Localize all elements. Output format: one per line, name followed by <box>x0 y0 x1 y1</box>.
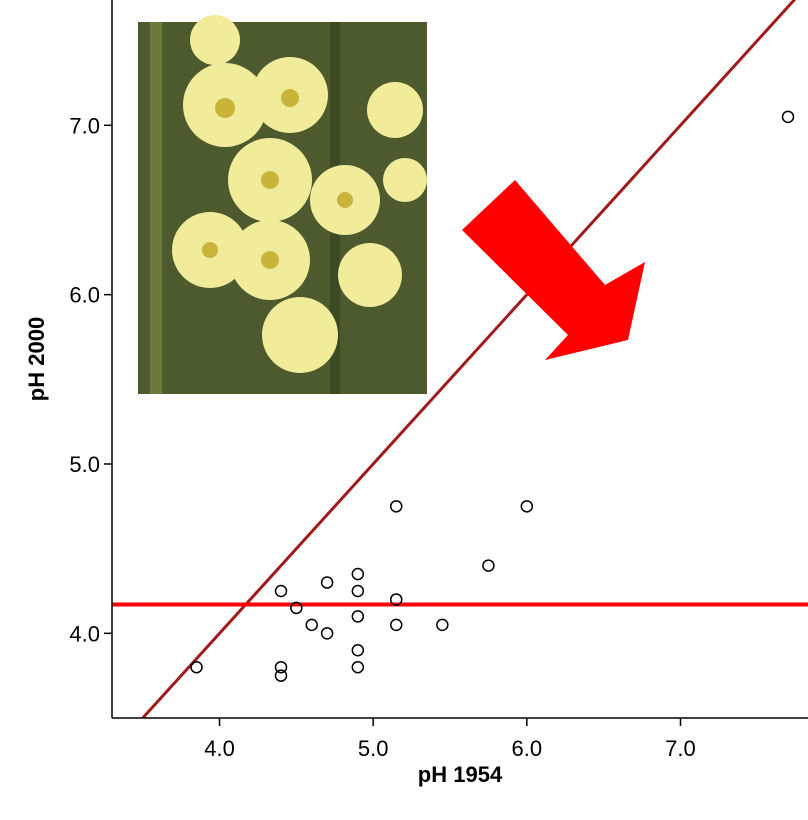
identity-line <box>140 0 797 718</box>
point <box>781 110 795 124</box>
point <box>320 627 334 640</box>
y-tick-label: 7.0 <box>69 113 100 138</box>
arrow <box>462 180 645 360</box>
y-tick-label: 6.0 <box>69 283 100 308</box>
point <box>351 567 365 581</box>
x-tick-label: 5.0 <box>358 736 389 761</box>
photo <box>138 15 427 394</box>
point <box>351 644 365 657</box>
point <box>389 593 403 606</box>
point <box>351 660 365 674</box>
x-axis-label: pH 1954 <box>418 762 503 787</box>
y-tick-label: 4.0 <box>69 621 100 646</box>
point <box>320 576 334 589</box>
point <box>482 559 495 572</box>
x-tick-label: 6.0 <box>512 736 543 761</box>
point <box>190 660 203 674</box>
point <box>520 500 534 513</box>
x-tick-label: 7.0 <box>665 736 696 761</box>
x-tick-label: 4.0 <box>204 736 235 761</box>
point <box>389 618 403 632</box>
point <box>351 584 365 598</box>
point <box>436 618 449 632</box>
point <box>290 601 303 615</box>
point <box>351 610 365 623</box>
point <box>274 660 288 674</box>
point <box>305 618 318 632</box>
y-tick-label: 5.0 <box>69 452 100 477</box>
point <box>274 669 288 682</box>
y-axis-label: pH 2000 <box>24 317 49 401</box>
point <box>389 500 403 513</box>
point <box>274 584 288 598</box>
